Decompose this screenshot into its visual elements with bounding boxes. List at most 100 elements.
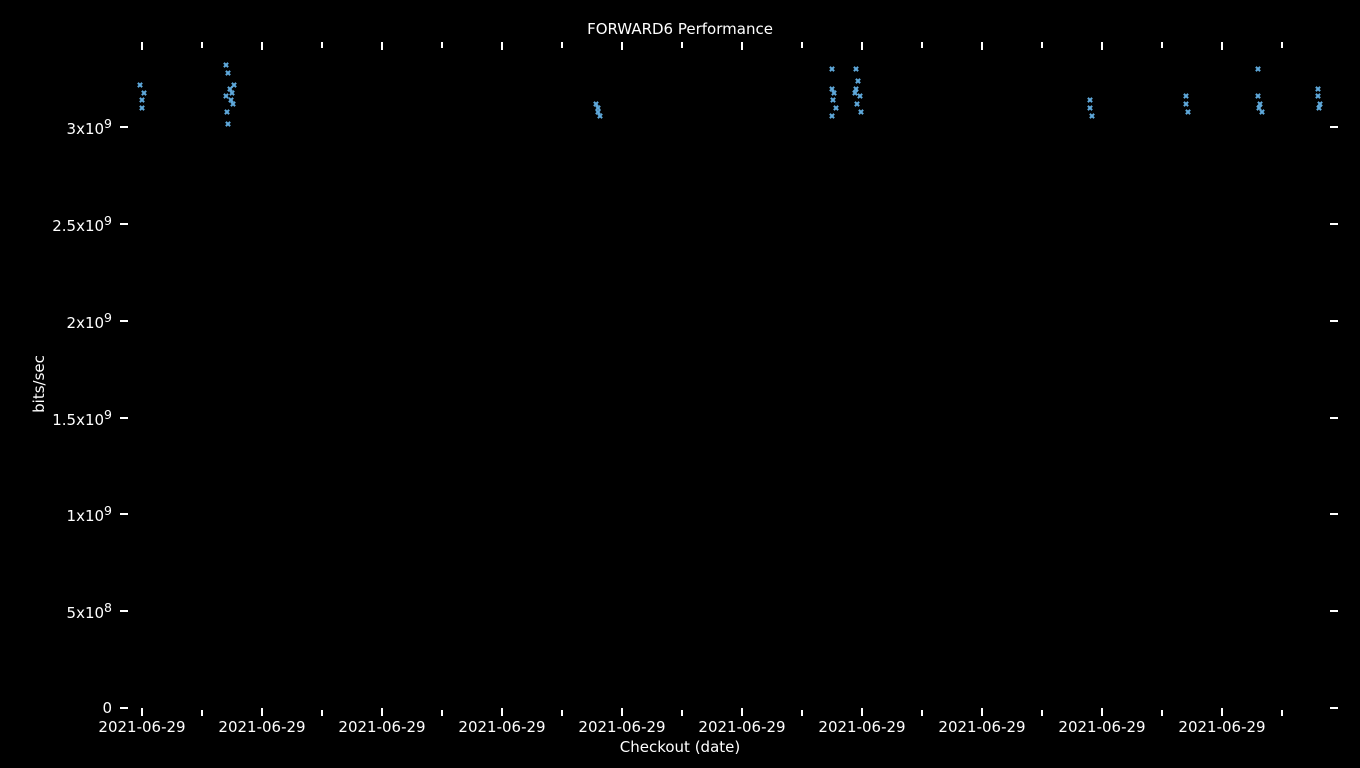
x-tick-label: 2021-06-29	[578, 708, 665, 736]
x-tick-minor	[321, 710, 323, 716]
data-point	[1317, 101, 1323, 107]
x-tick-minor	[921, 42, 923, 48]
x-tick-minor	[1041, 710, 1043, 716]
data-point	[228, 97, 234, 103]
x-tick-label: 2021-06-29	[1178, 708, 1265, 736]
data-point	[853, 86, 859, 92]
data-point	[230, 101, 236, 107]
x-tick-minor	[441, 42, 443, 48]
data-point	[229, 90, 235, 96]
data-point	[231, 82, 237, 88]
x-tick-minor	[681, 710, 683, 716]
data-point	[854, 101, 860, 107]
x-tick-label: 2021-06-29	[1058, 708, 1145, 736]
y-axis-label: bits/sec	[30, 355, 48, 413]
data-point	[853, 66, 859, 72]
x-tick	[741, 42, 743, 50]
y-tick-label: 5x108	[67, 600, 130, 622]
plot-area: 05x1081x1091.5x1092x1092.5x1093x1092021-…	[130, 50, 1330, 708]
data-point	[223, 62, 229, 68]
data-point	[1315, 86, 1321, 92]
x-tick-minor	[201, 42, 203, 48]
data-point	[1089, 113, 1095, 119]
data-point	[829, 66, 835, 72]
chart-title: FORWARD6 Performance	[0, 20, 1360, 38]
x-tick-label: 2021-06-29	[98, 708, 185, 736]
data-point	[831, 90, 837, 96]
data-point	[857, 93, 863, 99]
data-point	[223, 93, 229, 99]
data-point	[829, 86, 835, 92]
y-tick	[1330, 610, 1338, 612]
data-point	[224, 109, 230, 115]
data-point	[1255, 93, 1261, 99]
data-point	[1259, 109, 1265, 115]
x-tick-minor	[561, 710, 563, 716]
x-tick	[141, 42, 143, 50]
data-point	[595, 109, 601, 115]
x-tick-minor	[921, 710, 923, 716]
x-tick-minor	[1281, 710, 1283, 716]
x-tick-minor	[321, 42, 323, 48]
data-point	[139, 97, 145, 103]
x-tick-label: 2021-06-29	[938, 708, 1025, 736]
data-point	[227, 86, 233, 92]
x-tick-minor	[441, 710, 443, 716]
performance-chart: FORWARD6 Performance bits/sec Checkout (…	[0, 0, 1360, 768]
data-point	[595, 105, 601, 111]
data-point	[1087, 97, 1093, 103]
x-tick-minor	[201, 710, 203, 716]
x-tick	[621, 42, 623, 50]
x-tick-label: 2021-06-29	[698, 708, 785, 736]
x-tick	[861, 42, 863, 50]
x-tick-minor	[1041, 42, 1043, 48]
x-tick-label: 2021-06-29	[458, 708, 545, 736]
x-axis-label: Checkout (date)	[0, 738, 1360, 756]
data-point	[852, 90, 858, 96]
data-point	[1183, 101, 1189, 107]
x-tick	[261, 42, 263, 50]
data-point	[137, 82, 143, 88]
y-tick	[1330, 320, 1338, 322]
data-point	[855, 78, 861, 84]
data-point	[225, 70, 231, 76]
y-tick	[1330, 707, 1338, 709]
data-point	[1183, 93, 1189, 99]
data-point	[858, 109, 864, 115]
x-tick-minor	[1161, 710, 1163, 716]
data-point	[1315, 93, 1321, 99]
data-point	[593, 101, 599, 107]
data-point	[1257, 101, 1263, 107]
data-point	[830, 97, 836, 103]
data-point	[1185, 109, 1191, 115]
data-point	[141, 90, 147, 96]
y-tick-label: 3x109	[67, 116, 130, 138]
y-tick	[1330, 223, 1338, 225]
x-tick-label: 2021-06-29	[338, 708, 425, 736]
x-tick-minor	[681, 42, 683, 48]
x-tick	[501, 42, 503, 50]
y-tick-label: 1x109	[67, 503, 130, 525]
x-tick-minor	[801, 42, 803, 48]
x-tick-label: 2021-06-29	[218, 708, 305, 736]
data-point	[1255, 66, 1261, 72]
y-tick-label: 2x109	[67, 310, 130, 332]
y-tick	[1330, 417, 1338, 419]
x-tick-minor	[801, 710, 803, 716]
x-tick-minor	[561, 42, 563, 48]
x-tick	[1221, 42, 1223, 50]
data-point	[829, 113, 835, 119]
y-tick	[1330, 126, 1338, 128]
data-point	[833, 105, 839, 111]
data-point	[1316, 105, 1322, 111]
x-tick	[381, 42, 383, 50]
data-point	[225, 121, 231, 127]
y-tick	[1330, 513, 1338, 515]
data-point	[1087, 105, 1093, 111]
data-point	[1256, 105, 1262, 111]
y-tick-label: 2.5x109	[52, 213, 130, 235]
x-tick-minor	[1281, 42, 1283, 48]
x-tick	[981, 42, 983, 50]
x-tick	[1101, 42, 1103, 50]
x-tick-label: 2021-06-29	[818, 708, 905, 736]
